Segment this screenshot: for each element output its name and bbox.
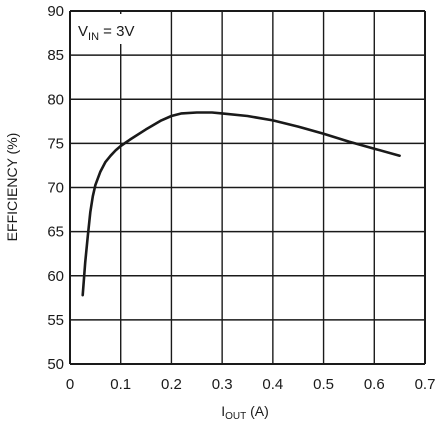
y-tick-label: 50 [47,356,64,373]
x-tick-label: 0 [66,376,74,393]
y-axis-label: EFFICIENCY (%) [4,133,20,242]
efficiency-curve [81,111,401,297]
x-tick-label: 0.6 [364,376,385,393]
series-line-group [81,111,401,297]
x-tick-label: 0.5 [313,376,334,393]
y-tick-label: 70 [47,180,64,197]
x-tick-label: 0.1 [110,376,131,393]
y-tick-labels: 50 55 60 65 70 75 80 85 90 [47,3,64,373]
x-tick-label: 0.7 [415,376,435,393]
x-tick-label: 0.3 [212,376,233,393]
x-tick-label: 0.2 [161,376,182,393]
x-axis-label: IOUT (A) [221,403,269,422]
y-tick-label: 85 [47,47,64,64]
y-tick-label: 90 [47,3,64,20]
y-tick-label: 75 [47,135,64,152]
x-tick-labels: 0 0.1 0.2 0.3 0.4 0.5 0.6 0.7 [66,376,435,393]
y-tick-label: 55 [47,312,64,329]
x-tick-label: 0.4 [262,376,283,393]
grid [69,10,426,365]
annotation-vin: VIN = 3V [78,23,134,43]
y-tick-label: 80 [47,91,64,108]
y-tick-label: 60 [47,268,64,285]
annotation-box [73,14,153,44]
y-tick-label: 65 [47,224,64,241]
